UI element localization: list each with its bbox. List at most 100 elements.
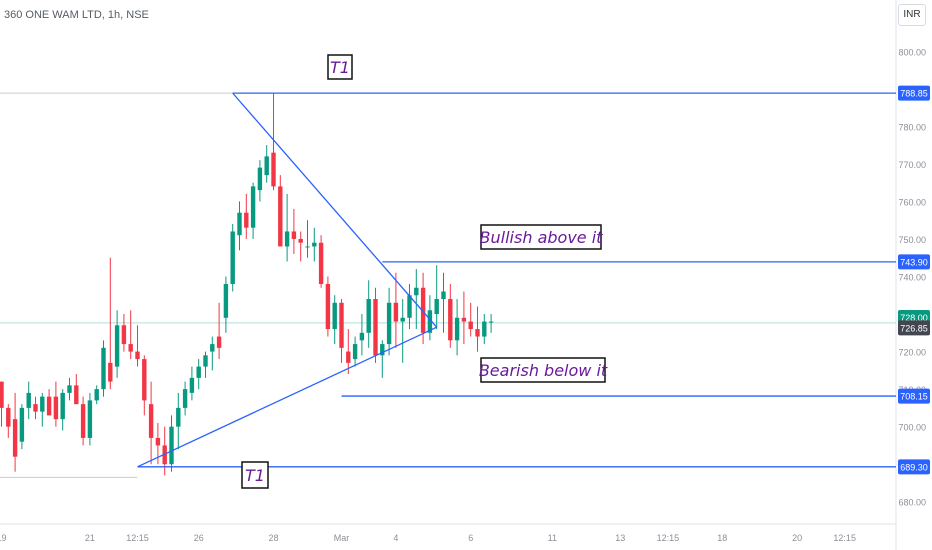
x-tick-label: 11 bbox=[548, 533, 557, 543]
price-label-bg bbox=[898, 459, 930, 475]
candle-body bbox=[291, 231, 297, 239]
candle-body bbox=[53, 396, 59, 420]
price-label-bg bbox=[898, 388, 930, 404]
candle-body bbox=[366, 299, 371, 333]
candle-body bbox=[461, 317, 467, 322]
candle-body bbox=[169, 426, 174, 465]
candle-body bbox=[305, 246, 310, 248]
candle-body bbox=[407, 295, 412, 318]
candle-body bbox=[284, 231, 290, 247]
candle-body bbox=[196, 366, 201, 378]
y-tick-label: 700.00 bbox=[898, 423, 926, 433]
annotation-box bbox=[480, 224, 602, 250]
candle-body bbox=[386, 302, 392, 345]
candle-body bbox=[33, 404, 38, 412]
candle-body bbox=[427, 310, 433, 333]
currency-button[interactable]: INR bbox=[898, 4, 926, 26]
candle-body bbox=[332, 302, 337, 330]
price-label: 708.15 bbox=[900, 392, 928, 402]
candle-body bbox=[352, 344, 358, 360]
y-tick-label: 770.00 bbox=[898, 160, 926, 170]
candle-body bbox=[74, 385, 79, 405]
annotation-text: T1 bbox=[245, 466, 265, 485]
candle-body bbox=[448, 299, 453, 341]
annotation-text: Bullish above it bbox=[480, 228, 604, 247]
annotation-box bbox=[480, 357, 606, 383]
candle-body bbox=[380, 344, 385, 356]
symbol-title: 360 ONE WAM LTD, 1h, NSE bbox=[4, 9, 149, 21]
candle-body bbox=[6, 407, 11, 427]
candle-body bbox=[148, 404, 154, 438]
candle-body bbox=[0, 381, 4, 408]
x-tick-label: Mar bbox=[334, 533, 350, 543]
candle-body bbox=[325, 284, 331, 330]
price-label: 726.85 bbox=[900, 323, 928, 333]
candle-body bbox=[182, 389, 188, 408]
candle-body bbox=[468, 321, 473, 330]
candle-body bbox=[12, 419, 18, 457]
candle-body bbox=[189, 377, 195, 393]
candle-body bbox=[46, 396, 52, 416]
candle-body bbox=[94, 389, 99, 401]
candle-body bbox=[80, 404, 86, 438]
candle-body bbox=[482, 321, 487, 337]
candle-body bbox=[230, 231, 235, 285]
y-tick-label: 720.00 bbox=[898, 348, 926, 358]
price-label: 689.30 bbox=[900, 462, 928, 472]
price-label: 728.00 bbox=[900, 313, 928, 323]
candle-body bbox=[108, 362, 113, 382]
candle-body bbox=[312, 242, 317, 247]
x-tick-label: 19 bbox=[0, 533, 7, 543]
candle-body bbox=[359, 332, 365, 341]
annotation-text: T1 bbox=[330, 58, 350, 77]
y-tick-label: 780.00 bbox=[898, 122, 926, 132]
annotation-box bbox=[241, 461, 269, 489]
candle-body bbox=[216, 336, 222, 348]
y-tick-label: 680.00 bbox=[898, 498, 926, 508]
annotation-box bbox=[327, 54, 353, 80]
candle-body bbox=[475, 329, 480, 337]
candle-body bbox=[128, 344, 133, 352]
candle-body bbox=[114, 325, 120, 367]
candle-body bbox=[257, 167, 263, 191]
triangle-lower-trendline bbox=[137, 326, 437, 468]
candle-body bbox=[121, 325, 127, 345]
annotation-text: Bearish below it bbox=[479, 361, 608, 380]
y-tick-label: 800.00 bbox=[898, 47, 926, 57]
candle-body bbox=[264, 156, 269, 176]
candle-body bbox=[250, 186, 256, 228]
candle-body bbox=[339, 302, 344, 348]
x-tick-label: 18 bbox=[717, 533, 727, 543]
candle-body bbox=[203, 355, 208, 367]
candle-body bbox=[298, 238, 303, 243]
candle-body bbox=[271, 152, 276, 187]
candle-body bbox=[237, 212, 242, 236]
x-tick-label: 28 bbox=[268, 533, 278, 543]
x-tick-label: 13 bbox=[615, 533, 625, 543]
candle-body bbox=[454, 317, 460, 341]
candle-body bbox=[155, 437, 161, 446]
candle-body bbox=[142, 359, 147, 401]
candle-body bbox=[318, 242, 324, 285]
x-tick-label: 6 bbox=[468, 533, 473, 543]
candle-body bbox=[176, 407, 181, 427]
candle-body bbox=[244, 212, 249, 228]
candle-body bbox=[278, 186, 283, 247]
candle-body bbox=[135, 351, 140, 360]
x-tick-label: 20 bbox=[792, 533, 802, 543]
x-tick-label: 21 bbox=[85, 533, 95, 543]
x-tick-label: 26 bbox=[194, 533, 204, 543]
y-tick-label: 740.00 bbox=[898, 273, 926, 283]
triangle-upper-trendline bbox=[232, 92, 438, 328]
candle-body bbox=[101, 347, 106, 390]
x-tick-label: 12:15 bbox=[833, 533, 856, 543]
candle-body bbox=[210, 344, 215, 352]
price-label-bg bbox=[898, 85, 930, 101]
candle-body bbox=[87, 400, 93, 438]
candle-body bbox=[26, 392, 31, 408]
candle-body bbox=[223, 284, 229, 318]
x-tick-label: 4 bbox=[393, 533, 398, 543]
candle-body bbox=[488, 321, 494, 323]
